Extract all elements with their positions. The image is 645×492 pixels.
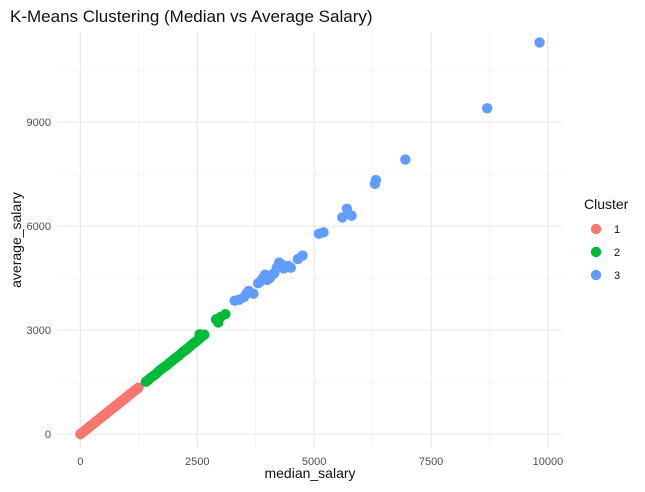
data-point-cluster-1 <box>133 382 144 393</box>
data-point-cluster-3 <box>337 212 348 223</box>
data-point-cluster-3 <box>248 288 259 299</box>
legend: Cluster 1 2 3 <box>584 196 629 282</box>
y-tick-label: 0 <box>45 429 51 441</box>
data-point-cluster-3 <box>400 154 411 165</box>
data-points <box>75 37 545 440</box>
data-point-cluster-3 <box>285 262 296 273</box>
legend-label-1: 1 <box>614 224 620 236</box>
x-tick-label: 10000 <box>533 456 564 468</box>
legend-key-1 <box>590 223 602 235</box>
x-tick-label: 2500 <box>185 456 209 468</box>
legend-key-2 <box>590 246 602 258</box>
data-point-cluster-3 <box>481 103 493 114</box>
data-point-cluster-2 <box>199 329 210 340</box>
x-tick-label: 0 <box>77 456 83 468</box>
x-tick-label: 7500 <box>419 456 443 468</box>
chart-title: K-Means Clustering (Median vs Average Sa… <box>10 7 373 26</box>
legend-key-3 <box>590 269 602 281</box>
data-point-cluster-3 <box>297 250 308 261</box>
data-point-cluster-3 <box>370 174 382 186</box>
legend-title: Cluster <box>584 196 629 212</box>
grid-lines <box>57 32 562 448</box>
legend-label-3: 3 <box>614 270 620 282</box>
y-tick-label: 6000 <box>27 221 51 233</box>
data-point-cluster-3 <box>318 227 329 238</box>
data-point-cluster-2 <box>220 308 231 320</box>
x-tick-label: 5000 <box>302 456 326 468</box>
data-point-cluster-3 <box>534 37 545 48</box>
tick-labels: 0 2500 5000 7500 10000 0 3000 6000 9000 <box>27 117 564 468</box>
y-tick-label: 9000 <box>27 117 51 129</box>
y-tick-label: 3000 <box>27 325 51 337</box>
data-point-cluster-3 <box>346 210 357 221</box>
y-axis-title: average_salary <box>8 192 24 288</box>
x-axis-title: median_salary <box>264 465 355 481</box>
legend-label-2: 2 <box>614 247 620 259</box>
